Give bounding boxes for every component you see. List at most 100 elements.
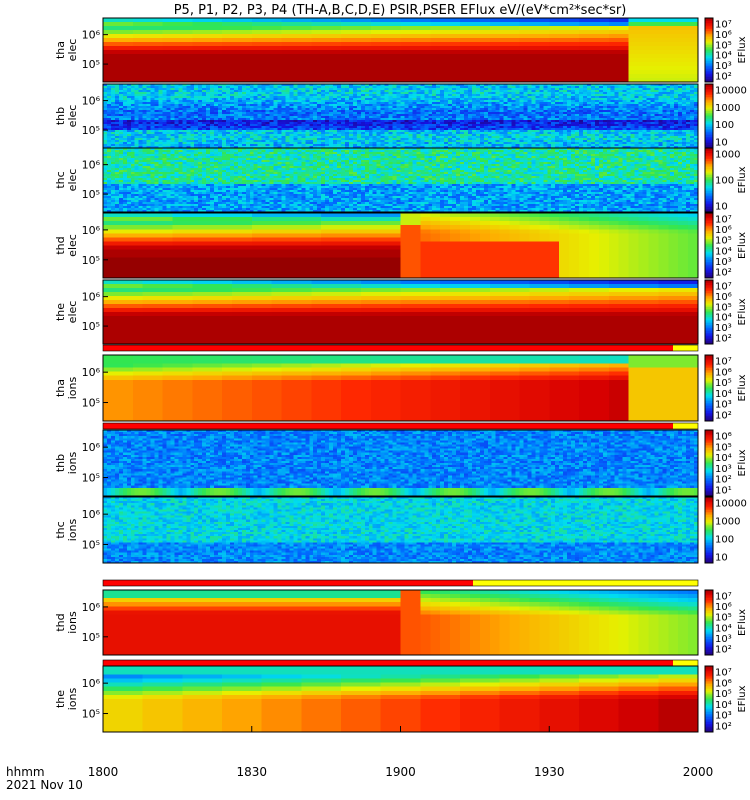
spectrogram-cell [301,18,312,23]
spectrogram-cell [162,132,168,135]
spectrogram-cell [400,78,412,83]
spectrogram-cell [134,108,140,111]
spectrogram-cell [479,30,491,35]
spectrogram-cell [172,66,183,71]
spectrogram-cell [142,90,148,93]
spectrogram-cell [293,94,298,97]
spectrogram-cell [257,116,263,119]
spectrogram-cell [588,62,600,67]
spectrogram-cell [265,140,271,143]
spectrogram-cell [122,84,128,87]
spectrogram-cell [608,42,620,47]
spectrogram-cell [122,88,128,91]
spectrogram-cell [265,84,271,87]
spectrogram-cell [638,26,650,31]
spectrogram-cell [301,98,306,101]
spectrogram-cell [608,58,620,63]
spectrogram-cell [380,58,392,63]
spectrogram-cell [130,102,136,105]
spectrogram-cell [265,142,271,145]
spectrogram-cell [138,126,144,129]
spectrogram-cell [311,42,322,47]
spectrogram-cell [182,84,187,87]
spectrogram-cell [214,108,219,111]
spectrogram-cell [154,136,160,139]
spectrogram-cell [206,138,211,141]
spectrogram-cell [182,124,187,127]
spectrogram-cell [588,66,600,71]
spectrogram-cell [237,144,243,147]
colorbar-swatch [705,46,713,49]
spectrogram-cell [206,126,211,129]
spectrogram-cell [281,130,287,133]
spectrogram-cell [241,86,247,89]
spectrogram-cell [309,94,314,97]
spectrogram-cell [311,54,322,59]
spectrogram-cell [638,34,650,39]
spectrogram-cell [142,22,154,27]
spectrogram-cell [186,90,191,93]
spectrogram-cell [638,38,650,43]
spectrogram-cell [138,102,144,105]
spectrogram-cell [281,142,287,145]
spectrogram-cell [112,22,124,27]
spectrogram-cell [301,114,306,117]
spectrogram-cell [218,122,223,125]
spectrogram-cell [529,18,540,23]
spectrogram-cell [118,86,124,89]
spectrogram-cell [106,120,112,123]
spectrogram-cell [479,18,491,23]
spectrogram-cell [182,106,187,109]
spectrogram-cell [450,26,461,31]
spectrogram-cell [450,78,461,83]
spectrogram-cell [126,134,132,137]
spectrogram-cell [150,118,156,121]
spectrogram-cell [297,142,302,145]
spectrogram-cell [158,118,164,121]
spectrogram-cell [150,134,156,137]
spectrogram-cell [253,106,259,109]
spectrogram-cell [293,124,298,127]
spectrogram-cell [245,110,251,113]
spectrogram-cell [210,128,215,131]
spectrogram-cell [350,34,362,39]
colorbar-swatch [705,42,713,45]
spectrogram-cell [186,134,191,137]
spectrogram-cell [114,134,120,137]
spectrogram-cell [241,18,253,23]
spectrogram-cell [301,62,312,67]
spectrogram-cell [588,54,600,59]
spectrogram-cell [202,124,207,127]
spectrogram-cell [229,144,235,147]
spectrogram-cell [122,26,134,31]
spectrogram-cell [237,96,243,99]
spectrogram-cell [174,120,179,123]
spectrogram-cell [241,100,247,103]
spectrogram-cell [118,134,124,137]
spectrogram-cell [138,92,144,95]
spectrogram-cell [285,138,291,141]
spectrogram-cell [297,144,302,147]
spectrogram-cell [293,96,298,99]
spectrogram-cell [668,70,679,75]
spectrogram-cell [174,114,179,117]
spectrogram-cell [146,126,152,129]
spectrogram-cell [206,90,211,93]
spectrogram-cell [233,104,239,107]
spectrogram-cell [233,84,239,87]
spectrogram-cell [237,94,243,97]
spectrogram-cell [206,106,211,109]
colorbar-swatch [705,50,713,53]
spectrogram-cell [103,138,108,141]
spectrogram-cell [261,58,273,63]
colorbar [704,17,714,83]
spectrogram-cell [297,130,302,133]
spectrogram-cell [281,58,293,63]
spectrogram-cell [233,98,239,101]
spectrogram-cell [249,126,255,129]
spectrogram-cell [222,66,233,71]
spectrogram-cell [293,130,298,133]
spectrogram-cell [289,146,294,149]
spectrogram-cell [297,104,302,107]
panel-label: thaelec [54,39,79,62]
